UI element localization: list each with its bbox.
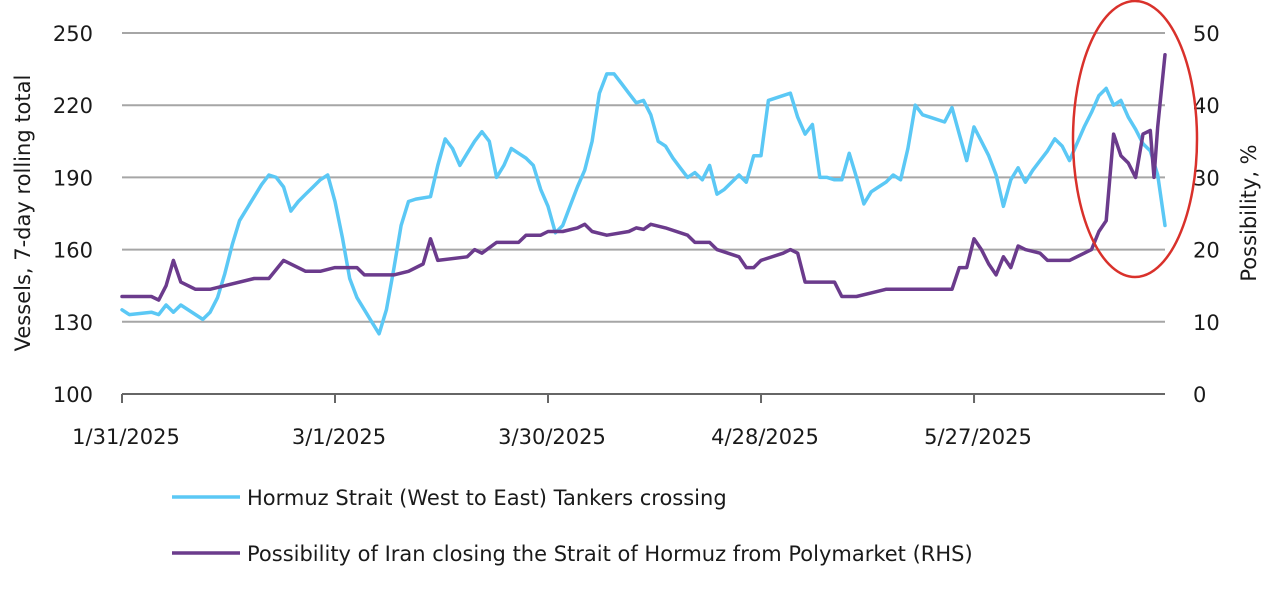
- gridlines: [122, 32, 1165, 323]
- highlight-ellipse: [1071, 0, 1199, 279]
- series-lines: [120, 52, 1167, 336]
- legend-label-polymarket: Possibility of Iran closing the Strait o…: [247, 542, 973, 566]
- y-tick-label-right: 50: [1193, 22, 1220, 46]
- x-tick-label: 5/27/2025: [924, 425, 1032, 449]
- y-tick-label-left: 190: [53, 166, 93, 190]
- y-tick-label-left: 130: [53, 311, 93, 335]
- y-axis-title-right: Possibility, %: [1237, 144, 1261, 281]
- y-tick-label-left: 250: [53, 22, 93, 46]
- y-axis-title-left: Vessels, 7-day rolling total: [11, 75, 35, 352]
- y-tick-label-right: 10: [1193, 311, 1220, 335]
- series-line-polymarket: [120, 52, 1167, 302]
- y-tick-label-left: 100: [53, 383, 93, 407]
- axes: Vessels, 7-day rolling total Possibility…: [11, 22, 1261, 449]
- y-tick-label-right: 0: [1193, 383, 1206, 407]
- y-tick-label-right: 40: [1193, 94, 1220, 118]
- y-tick-label-right: 30: [1193, 166, 1220, 190]
- x-tick-label: 4/28/2025: [711, 425, 819, 449]
- x-tick-label: 3/1/2025: [292, 425, 386, 449]
- y-tick-label-left: 220: [53, 94, 93, 118]
- legend-label-tankers: Hormuz Strait (West to East) Tankers cro…: [247, 486, 727, 510]
- series-line-tankers: [120, 72, 1167, 336]
- y-tick-label-right: 20: [1193, 239, 1220, 263]
- x-tick-label: 3/30/2025: [498, 425, 606, 449]
- y-tick-label-left: 160: [53, 239, 93, 263]
- legend: Hormuz Strait (West to East) Tankers cro…: [172, 486, 973, 566]
- x-tick-label: 1/31/2025: [72, 425, 180, 449]
